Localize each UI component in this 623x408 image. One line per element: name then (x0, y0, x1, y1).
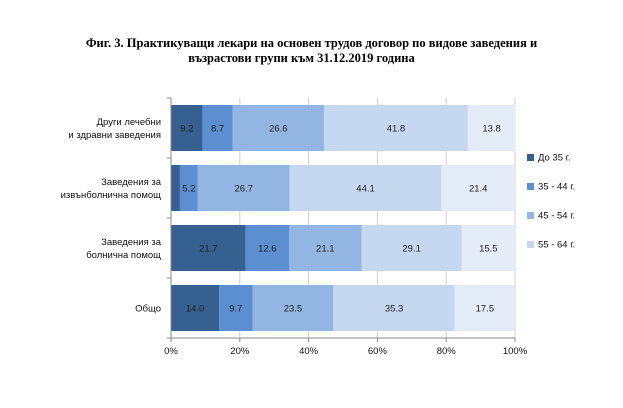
data-label: 29.1 (402, 244, 421, 255)
data-label: 26.7 (235, 184, 254, 195)
data-label: 9.7 (229, 304, 242, 315)
bar-segment (245, 225, 289, 271)
category-label: болнична помощ (86, 250, 161, 261)
category-label: Заведения за (101, 237, 162, 248)
legend-swatch (527, 241, 534, 248)
bar-segment (461, 225, 515, 271)
bar-segment (171, 105, 203, 151)
data-label: 21.1 (316, 244, 335, 255)
data-label: 23.5 (284, 304, 303, 315)
data-label: 41.8 (387, 124, 406, 135)
x-tick-label: 20% (230, 346, 250, 357)
legend-label: 55 - 64 г. (538, 240, 575, 251)
bar-segment (179, 165, 198, 211)
bar-segment (171, 285, 220, 331)
legend-swatch (527, 183, 534, 190)
data-label: 14.0 (186, 304, 205, 315)
x-tick-label: 0% (164, 346, 178, 357)
bar-segment (441, 165, 515, 211)
data-label: 17.5 (476, 304, 495, 315)
data-label: 44.1 (356, 184, 375, 195)
category-label: извънболнична помощ (61, 190, 162, 201)
data-label: 13.8 (482, 124, 501, 135)
bar-segment (324, 105, 468, 151)
bar-segment (454, 285, 515, 331)
x-tick-label: 80% (437, 346, 457, 357)
chart-title: Фиг. 3. Практикуващи лекари на основен т… (0, 36, 623, 66)
legend-label: До 35 г. (538, 153, 571, 164)
bar-segment (288, 225, 362, 271)
category-label: и здравни заведения (68, 130, 161, 141)
legend-swatch (527, 212, 534, 219)
bar-segment (361, 225, 462, 271)
bar-segment (467, 105, 516, 151)
x-tick-label: 100% (503, 346, 528, 357)
bar-segment (202, 105, 233, 151)
bar-segment (252, 285, 334, 331)
data-label: 35.3 (385, 304, 404, 315)
category-label: Заведения за (101, 177, 162, 188)
data-label: 21.4 (469, 184, 488, 195)
data-label: 8.7 (211, 124, 224, 135)
x-tick-label: 60% (368, 346, 388, 357)
category-label: Общо (135, 304, 161, 315)
chart-title-line-2: възрастови групи към 31.12.2019 година (188, 51, 415, 65)
x-tick-label: 40% (299, 346, 319, 357)
data-label: 26.6 (269, 124, 288, 135)
bar-segment (333, 285, 455, 331)
data-label: 9.2 (180, 124, 193, 135)
bar-segment (232, 105, 325, 151)
chart-title-line-1: Фиг. 3. Практикуващи лекари на основен т… (85, 36, 538, 50)
bar-segment (171, 225, 246, 271)
data-label: 15.5 (479, 244, 498, 255)
category-label: Други лечебни (97, 117, 161, 128)
legend-swatch (527, 154, 534, 161)
legend-label: 35 - 44 г. (538, 182, 575, 193)
bar-segment (219, 285, 253, 331)
bar-segment (197, 165, 290, 211)
legend-label: 45 - 54 г. (538, 211, 575, 222)
bar-segment (289, 165, 442, 211)
data-label: 21.7 (199, 244, 218, 255)
bar-segment (171, 165, 180, 211)
data-label: 12.6 (258, 244, 277, 255)
data-label: 5.2 (182, 184, 195, 195)
